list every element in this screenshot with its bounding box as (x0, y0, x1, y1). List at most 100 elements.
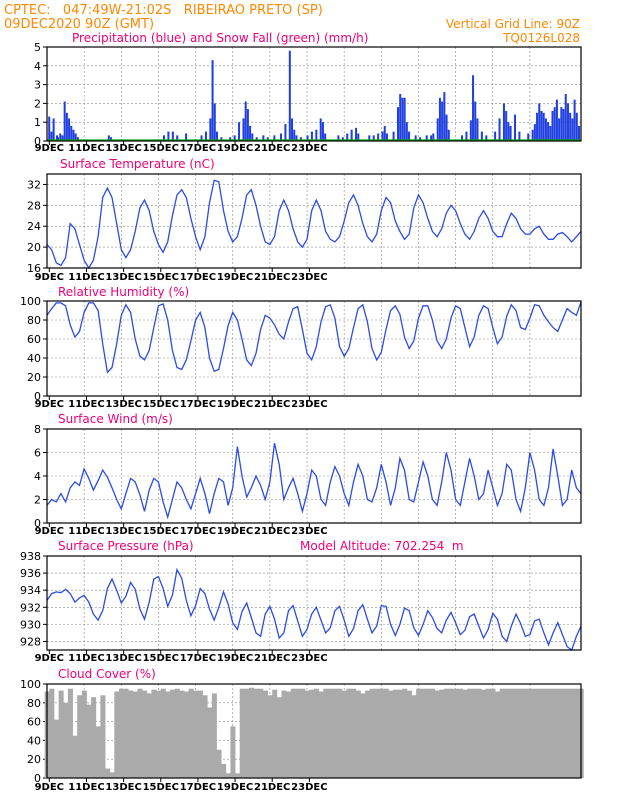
cloud-bar (355, 690, 361, 778)
cloud-bar (53, 719, 60, 778)
panel-frame (46, 46, 582, 142)
cloud-bar (337, 688, 343, 778)
cloud-bar (300, 688, 306, 778)
cloud-bar (369, 688, 375, 778)
cloud-bar (495, 691, 501, 778)
cloud-bar (207, 707, 213, 778)
precip-bar (542, 112, 545, 141)
y-tick-label: 16 (27, 262, 41, 275)
cloud-bar (165, 691, 171, 778)
precip-bar (381, 131, 384, 141)
y-tick-label: 0 (34, 772, 41, 785)
x-tick-label: 19DEC (217, 782, 253, 793)
precip-bar (162, 135, 166, 141)
precip-bar (533, 124, 536, 141)
x-tick-label: 11DEC (68, 272, 104, 283)
x-tick-label: 23DEC (291, 653, 327, 664)
y-tick-label: 20 (27, 753, 41, 766)
precip-bar (266, 137, 269, 141)
x-tick-label: 9DEC (35, 526, 64, 537)
cloud-bar (77, 695, 83, 778)
series-line (46, 567, 582, 652)
cloud-bar (211, 693, 217, 778)
cloud-bar (402, 688, 408, 778)
cloud-bar (365, 690, 371, 778)
cloud-bar (392, 689, 398, 778)
precip-bar (293, 129, 296, 141)
precip-bar (233, 135, 236, 141)
panel-frame (46, 173, 582, 269)
x-tick-label: 21DEC (254, 526, 290, 537)
cloud-bar (416, 688, 422, 778)
precip-bar (445, 114, 448, 141)
x-tick-label: 19DEC (217, 653, 253, 664)
cloud-bar (91, 697, 97, 778)
precip-bar (167, 131, 170, 141)
precip-bar (291, 118, 294, 141)
x-tick-label: 17DEC (180, 143, 216, 154)
x-tick-label: 13DEC (105, 399, 141, 410)
precip-bar (262, 135, 265, 141)
cloud-bar (272, 689, 278, 778)
cloud-bar (276, 697, 282, 778)
panel-humidity-title: Relative Humidity (%) (58, 285, 189, 299)
precip-bar (414, 135, 417, 141)
precip-bar (485, 135, 488, 141)
precip-bar (430, 135, 433, 141)
cloud-bar (235, 773, 241, 778)
cloud-bar (281, 690, 287, 778)
y-tick-label: 80 (27, 697, 41, 710)
precip-bar (200, 135, 203, 141)
precip-bar (472, 75, 475, 141)
cloud-bar (379, 688, 385, 778)
cloud-bar (109, 772, 115, 778)
precip-bar (295, 135, 298, 141)
cloud-bar (225, 773, 231, 778)
precip-bar (211, 60, 214, 141)
precip-bar (107, 135, 110, 141)
series-line (46, 442, 582, 520)
precip-bar (474, 101, 477, 141)
x-tick-label: 9DEC (35, 782, 64, 793)
x-tick-label: 15DEC (143, 143, 179, 154)
precip-bar (273, 135, 276, 141)
precip-bar (176, 135, 179, 141)
y-tick-label: 938 (20, 550, 41, 563)
x-tick-label: 17DEC (180, 526, 216, 537)
cloud-bar (105, 768, 111, 778)
cloud-bar (397, 689, 403, 778)
y-tick-label: 2 (34, 494, 41, 507)
cloud-bar (499, 688, 505, 778)
precip-bar (465, 131, 468, 141)
cloud-bar (504, 688, 510, 778)
x-tick-label: 15DEC (143, 653, 179, 664)
precip-bar (531, 129, 534, 141)
precip-bar (555, 99, 558, 141)
precip-bar (419, 137, 422, 141)
cloud-bar (513, 688, 519, 778)
precip-bar (562, 109, 565, 141)
precip-bar (447, 129, 450, 141)
y-tick-label: 40 (27, 734, 41, 747)
precip-bar (55, 135, 58, 141)
y-tick-label: 4 (34, 60, 41, 73)
cloud-bar (467, 688, 473, 778)
precip-bar (213, 103, 216, 141)
cloud-bar (146, 693, 152, 778)
precip-bar (408, 131, 411, 141)
precip-bar (368, 135, 371, 141)
precip-bar (547, 122, 550, 141)
cloud-bar (86, 704, 92, 778)
precip-bar (441, 101, 444, 141)
precip-bar (505, 110, 508, 141)
precip-bar (571, 118, 574, 141)
x-tick-label: 17DEC (180, 399, 216, 410)
y-tick-label: 20 (27, 241, 41, 254)
series-line (46, 179, 582, 270)
cloud-bar (290, 688, 296, 778)
precip-bar (469, 120, 472, 141)
panel-wind-title: Surface Wind (m/s) (58, 412, 173, 426)
cloud-bar (286, 691, 292, 778)
cloud-bar (453, 688, 459, 778)
cloud-bar (118, 688, 125, 778)
